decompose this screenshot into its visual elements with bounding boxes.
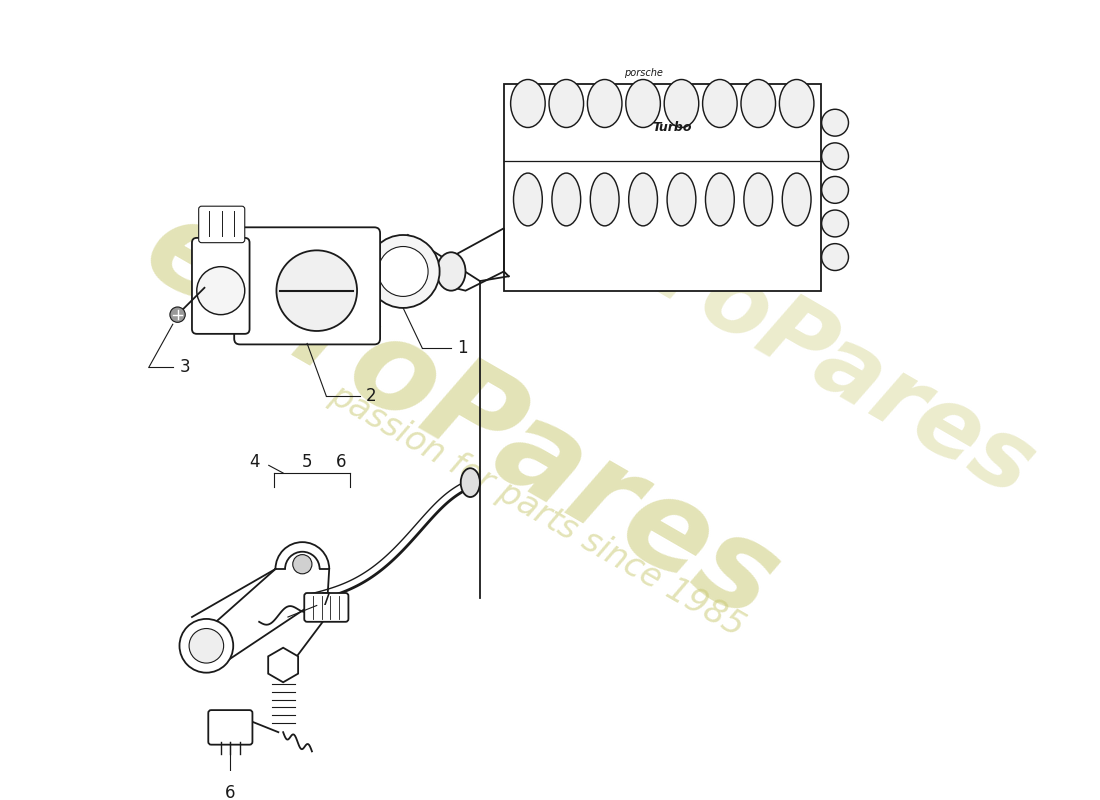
Ellipse shape [741, 79, 776, 127]
Circle shape [169, 307, 185, 322]
Polygon shape [268, 648, 298, 682]
Ellipse shape [549, 79, 584, 127]
Circle shape [179, 619, 233, 673]
Ellipse shape [461, 468, 480, 497]
Ellipse shape [591, 173, 619, 226]
Circle shape [293, 554, 312, 574]
Ellipse shape [437, 252, 465, 290]
Text: porsche: porsche [624, 68, 662, 78]
Ellipse shape [780, 79, 814, 127]
Text: Turbo: Turbo [652, 121, 692, 134]
Ellipse shape [703, 79, 737, 127]
Ellipse shape [822, 244, 848, 270]
Ellipse shape [782, 173, 811, 226]
Text: passion for parts since 1985: passion for parts since 1985 [324, 379, 750, 644]
Circle shape [276, 250, 358, 331]
Text: 7: 7 [321, 590, 331, 609]
Text: 1: 1 [458, 339, 468, 358]
Polygon shape [447, 228, 504, 290]
Polygon shape [504, 84, 821, 290]
Ellipse shape [822, 110, 848, 136]
Ellipse shape [626, 79, 660, 127]
Text: euroPares: euroPares [525, 160, 1049, 517]
Ellipse shape [629, 173, 658, 226]
Ellipse shape [587, 79, 621, 127]
Ellipse shape [822, 177, 848, 203]
Ellipse shape [822, 143, 848, 170]
Text: 5: 5 [301, 453, 312, 470]
FancyBboxPatch shape [192, 238, 250, 334]
Text: 4: 4 [249, 453, 260, 470]
Text: 6: 6 [226, 784, 235, 800]
Ellipse shape [705, 173, 735, 226]
FancyBboxPatch shape [208, 710, 252, 745]
Text: 2: 2 [366, 387, 377, 406]
FancyBboxPatch shape [305, 593, 349, 622]
FancyBboxPatch shape [199, 206, 245, 242]
Ellipse shape [510, 79, 546, 127]
Ellipse shape [822, 210, 848, 237]
Text: 6: 6 [336, 453, 346, 470]
Circle shape [189, 629, 223, 663]
Ellipse shape [667, 173, 696, 226]
Circle shape [197, 266, 245, 314]
Ellipse shape [744, 173, 772, 226]
Circle shape [366, 235, 440, 308]
Ellipse shape [664, 79, 698, 127]
Ellipse shape [514, 173, 542, 226]
Text: 3: 3 [180, 358, 190, 377]
FancyBboxPatch shape [234, 227, 381, 345]
Text: euroPares: euroPares [123, 186, 799, 646]
Ellipse shape [552, 173, 581, 226]
Circle shape [378, 246, 428, 297]
